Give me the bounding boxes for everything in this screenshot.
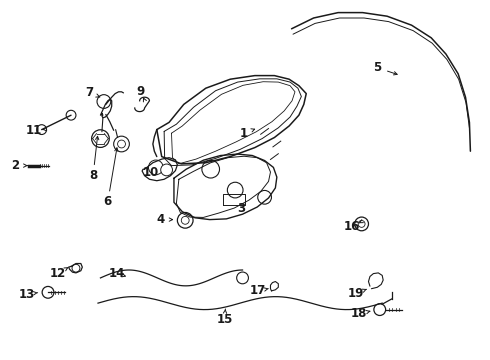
Circle shape: [42, 287, 54, 298]
Circle shape: [237, 272, 248, 284]
Circle shape: [148, 160, 163, 175]
Circle shape: [374, 304, 386, 315]
Circle shape: [177, 212, 193, 228]
Text: 19: 19: [348, 287, 365, 300]
Text: 16: 16: [343, 220, 360, 233]
Circle shape: [355, 217, 368, 231]
Circle shape: [227, 182, 243, 198]
Text: 6: 6: [104, 195, 112, 208]
Text: 14: 14: [108, 267, 125, 280]
Circle shape: [202, 161, 220, 178]
Text: 8: 8: [89, 169, 97, 182]
Text: 9: 9: [137, 85, 145, 98]
Text: 13: 13: [19, 288, 35, 301]
Circle shape: [161, 164, 172, 176]
Circle shape: [258, 190, 271, 204]
Circle shape: [97, 95, 111, 108]
Text: 4: 4: [157, 213, 165, 226]
Text: 3: 3: [237, 202, 245, 215]
Circle shape: [114, 136, 129, 152]
Text: 15: 15: [216, 313, 233, 326]
Text: 1: 1: [240, 127, 248, 140]
Text: 11: 11: [26, 124, 43, 137]
Text: 18: 18: [351, 307, 368, 320]
Circle shape: [66, 110, 76, 120]
Text: 12: 12: [49, 267, 66, 280]
Text: 5: 5: [373, 61, 381, 74]
Text: 17: 17: [249, 284, 266, 297]
Circle shape: [92, 130, 109, 148]
Text: 7: 7: [86, 86, 94, 99]
Text: 2: 2: [12, 159, 20, 172]
Text: 10: 10: [142, 166, 159, 179]
Circle shape: [37, 125, 47, 135]
